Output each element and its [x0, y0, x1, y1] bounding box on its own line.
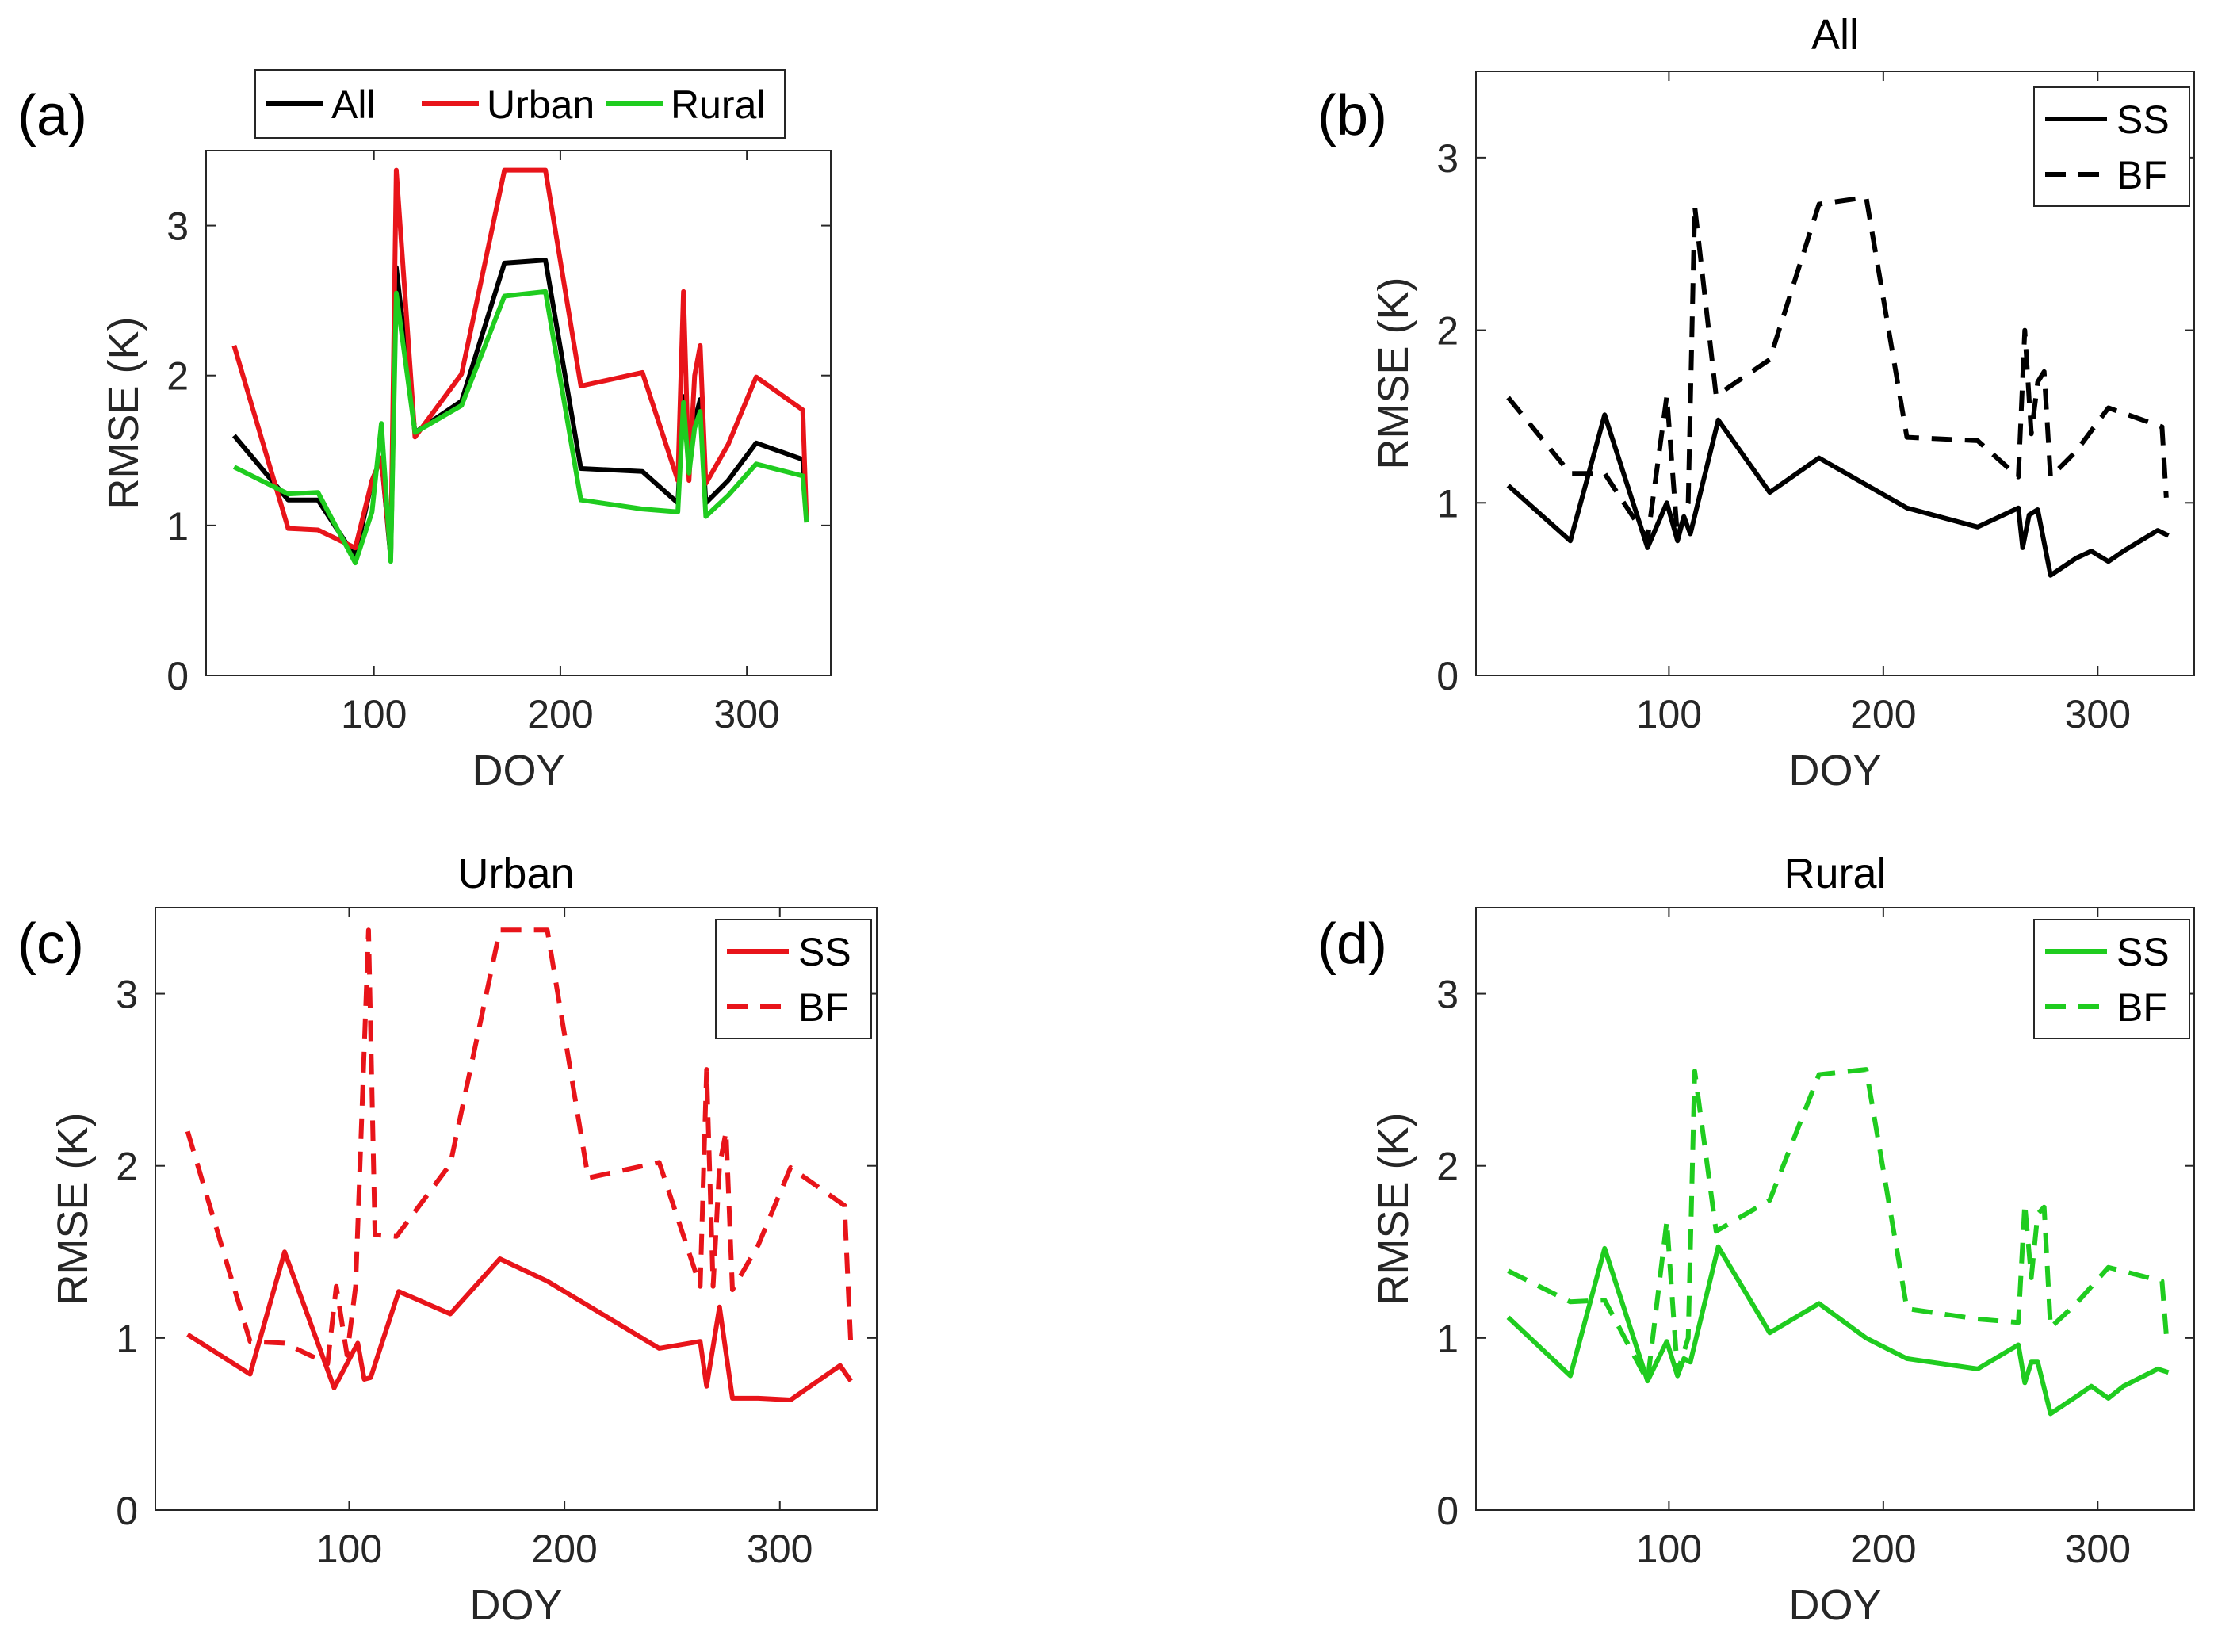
x-tick-label: 300 — [747, 1527, 813, 1571]
legend-label: Rural — [671, 82, 765, 127]
y-axis-title: RMSE (K) — [100, 317, 147, 510]
series-line-urban — [231, 167, 809, 558]
chart-title: All — [1811, 11, 1859, 59]
x-axis-title: DOY — [1788, 747, 1881, 794]
series-line-bf — [1507, 1067, 2169, 1384]
x-tick-label: 200 — [531, 1527, 597, 1571]
plot-area — [1475, 907, 2195, 1511]
plot-area — [155, 907, 878, 1511]
chart-panel-1: 100 200 300 0 1 2 3 DOY RMSE (K) All (b) SS BF — [1317, 11, 2195, 794]
y-tick-label: 0 — [1436, 654, 1459, 698]
y-tick-label: 3 — [1436, 136, 1459, 181]
legend-label: BF — [2116, 985, 2167, 1030]
x-tick-label: 300 — [2065, 1527, 2131, 1571]
x-tick-label: 200 — [1850, 1527, 1916, 1571]
chart-panel-0: 100 200 300 0 1 2 3 DOY RMSE (K) (a) All Urban Rural — [17, 69, 832, 794]
legend-label: SS — [2116, 930, 2170, 974]
y-tick-label: 1 — [166, 504, 189, 549]
y-tick-label: 2 — [116, 1145, 138, 1189]
panel-label: (d) — [1317, 912, 1387, 976]
y-tick-label: 0 — [116, 1489, 138, 1533]
series-line-bf — [1506, 194, 2169, 541]
legend-box — [254, 69, 786, 139]
y-tick-label: 0 — [166, 654, 189, 698]
legend-box — [715, 919, 872, 1039]
chart-title: Urban — [457, 850, 574, 897]
x-tick-label: 300 — [713, 692, 779, 736]
y-tick-label: 3 — [166, 205, 189, 249]
y-tick-label: 3 — [1436, 973, 1459, 1017]
series-line-ss — [1506, 1244, 2170, 1417]
x-tick-label: 100 — [1636, 1527, 1702, 1571]
chart-panel-2: 100 200 300 0 1 2 3 DOY RMSE (K) Urban (c) SS BF — [17, 850, 878, 1629]
panel-label: (a) — [17, 84, 87, 147]
legend-box — [2033, 919, 2190, 1039]
series-line-all — [232, 258, 809, 561]
x-tick-label: 300 — [2065, 692, 2131, 736]
x-tick-label: 100 — [1636, 692, 1702, 736]
x-axis-title: DOY — [469, 1581, 562, 1629]
panel-label: (b) — [1317, 84, 1387, 147]
x-axis-title: DOY — [472, 747, 564, 794]
y-axis-title: RMSE (K) — [49, 1113, 97, 1306]
y-axis-title: RMSE (K) — [1370, 277, 1417, 470]
y-tick-label: 1 — [116, 1317, 138, 1361]
legend-label: BF — [798, 985, 849, 1030]
legend: SS BF — [715, 919, 872, 1039]
series-line-rural — [232, 289, 809, 566]
series-line-ss — [1506, 412, 2170, 578]
legend-label: SS — [2116, 98, 2170, 142]
y-tick-label: 1 — [1436, 481, 1459, 526]
legend-box — [2033, 86, 2190, 207]
x-tick-label: 100 — [341, 692, 407, 736]
y-axis-title: RMSE (K) — [1370, 1113, 1417, 1306]
y-tick-label: 2 — [1436, 309, 1459, 354]
chart-panel-3: 100 200 300 0 1 2 3 DOY RMSE (K) Rural (d) SS BF — [1317, 850, 2195, 1629]
legend: SS BF — [2033, 919, 2190, 1039]
y-tick-label: 2 — [166, 354, 189, 399]
legend-label: BF — [2116, 153, 2167, 197]
legend-label: All — [331, 82, 376, 127]
series-line-ss — [186, 1249, 853, 1402]
panel-label: (c) — [17, 912, 84, 976]
x-axis-title: DOY — [1788, 1581, 1881, 1629]
series-line-bf — [185, 927, 854, 1367]
x-tick-label: 100 — [316, 1527, 382, 1571]
x-tick-label: 200 — [527, 692, 593, 736]
chart-title: Rural — [1784, 850, 1886, 897]
x-tick-label: 200 — [1850, 692, 1916, 736]
legend-label: Urban — [487, 82, 595, 127]
y-tick-label: 1 — [1436, 1317, 1459, 1361]
legend: SS BF — [2033, 86, 2190, 207]
plot-area — [1475, 71, 2195, 676]
legend-label: SS — [798, 930, 851, 974]
y-tick-label: 0 — [1436, 1489, 1459, 1533]
plot-area — [205, 150, 832, 676]
legend: All Urban Rural — [254, 69, 786, 139]
y-tick-label: 3 — [116, 973, 138, 1017]
y-tick-label: 2 — [1436, 1145, 1459, 1189]
